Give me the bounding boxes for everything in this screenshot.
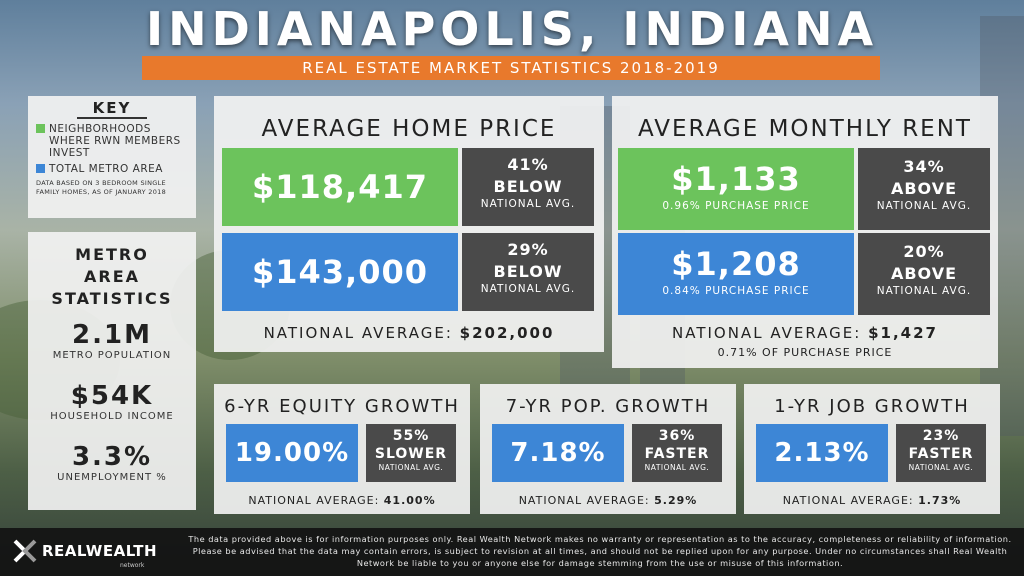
home-price-metro-compare: 29% BELOW NATIONAL AVG.	[462, 233, 594, 311]
equity-growth-value: 19.00%	[234, 438, 350, 468]
metro-stats-title: METRO AREA STATISTICS	[51, 245, 173, 308]
compare-percent: 41%	[507, 155, 549, 174]
household-income-value: $54K	[70, 381, 154, 411]
page-title: INDIANAPOLIS, INDIANA	[145, 2, 879, 56]
rent-rwn-compare: 34% ABOVE NATIONAL AVG.	[858, 148, 990, 230]
home-price-national-average: NATIONAL AVERAGE: $202,000	[214, 324, 604, 342]
pop-growth-title: 7-YR POP. GROWTH	[505, 396, 711, 417]
key-title: KEY	[77, 99, 147, 119]
pop-growth-value: 7.18%	[510, 438, 606, 468]
realwealth-logo-icon	[13, 539, 37, 563]
rent-rwn-box: $1,133 0.96% PURCHASE PRICE	[618, 148, 854, 230]
metro-population-value: 2.1M	[72, 320, 152, 350]
home-price-rwn-compare: 41% BELOW NATIONAL AVG.	[462, 148, 594, 226]
national-average-label: NATIONAL AVERAGE:	[518, 494, 650, 507]
key-item-metro: TOTAL METRO AREA	[36, 163, 188, 175]
compare-direction: FASTER	[908, 446, 974, 462]
home-price-metro-box: $143,000	[222, 233, 458, 311]
rent-rwn-value: $1,133	[671, 160, 801, 198]
home-price-title: AVERAGE HOME PRICE	[261, 116, 557, 142]
compare-reference: NATIONAL AVG.	[480, 283, 576, 295]
compare-direction: ABOVE	[890, 179, 958, 198]
compare-reference: NATIONAL AVG.	[908, 463, 974, 472]
blue-swatch	[36, 164, 45, 173]
compare-percent: 34%	[903, 157, 945, 176]
metro-stats-panel: METRO AREA STATISTICS 2.1M METRO POPULAT…	[28, 232, 196, 510]
national-average-value: $1,427	[868, 324, 938, 342]
disclaimer: The data provided above is for informati…	[188, 534, 1012, 568]
compare-direction: SLOWER	[374, 446, 448, 462]
green-swatch	[36, 124, 45, 133]
job-growth-panel: 1-YR JOB GROWTH 2.13% 23% FASTER NATIONA…	[744, 384, 1000, 514]
equity-growth-national-average: NATIONAL AVERAGE: 41.00%	[214, 494, 470, 507]
national-average-label: NATIONAL AVERAGE:	[782, 494, 914, 507]
pop-growth-value-box: 7.18%	[492, 424, 624, 482]
pop-growth-national-average: NATIONAL AVERAGE: 5.29%	[480, 494, 736, 507]
rent-metro-compare: 20% ABOVE NATIONAL AVG.	[858, 233, 990, 315]
key-panel: KEY NEIGHBORHOODS WHERE RWN MEMBERS INVE…	[28, 96, 196, 218]
rent-title: AVERAGE MONTHLY RENT	[638, 116, 972, 142]
home-price-panel: AVERAGE HOME PRICE $118,417 41% BELOW NA…	[214, 96, 604, 352]
rent-national-average: NATIONAL AVERAGE: $1,427	[612, 324, 998, 342]
national-average-value: $202,000	[459, 324, 555, 342]
compare-reference: NATIONAL AVG.	[378, 463, 444, 472]
job-growth-value-box: 2.13%	[756, 424, 888, 482]
compare-direction: ABOVE	[890, 264, 958, 283]
compare-percent: 29%	[507, 240, 549, 259]
footer: REALWEALTH network The data provided abo…	[0, 528, 1024, 576]
metro-population-label: METRO POPULATION	[52, 350, 172, 361]
unemployment-value: 3.3%	[71, 442, 153, 472]
compare-percent: 23%	[922, 428, 960, 444]
national-average-label: NATIONAL AVERAGE:	[672, 324, 862, 342]
job-growth-national-average: NATIONAL AVERAGE: 1.73%	[744, 494, 1000, 507]
equity-growth-value-box: 19.00%	[226, 424, 358, 482]
compare-direction: FASTER	[644, 446, 710, 462]
job-growth-value: 2.13%	[774, 438, 870, 468]
rent-metro-box: $1,208 0.84% PURCHASE PRICE	[618, 233, 854, 315]
compare-reference: NATIONAL AVG.	[876, 285, 972, 297]
national-average-label: NATIONAL AVERAGE:	[248, 494, 380, 507]
national-average-value: 5.29%	[654, 494, 698, 507]
key-item-neighborhoods: NEIGHBORHOODS WHERE RWN MEMBERS INVEST	[36, 123, 188, 159]
rent-metro-value: $1,208	[671, 245, 801, 283]
page-subtitle: REAL ESTATE MARKET STATISTICS 2018-2019	[142, 56, 880, 80]
equity-growth-panel: 6-YR EQUITY GROWTH 19.00% 55% SLOWER NAT…	[214, 384, 470, 514]
compare-percent: 36%	[658, 428, 696, 444]
rent-national-subtext: 0.71% OF PURCHASE PRICE	[717, 346, 893, 359]
key-note: DATA BASED ON 3 BEDROOM SINGLE FAMILY HO…	[36, 179, 167, 196]
pop-growth-panel: 7-YR POP. GROWTH 7.18% 36% FASTER NATION…	[480, 384, 736, 514]
compare-direction: BELOW	[493, 177, 563, 196]
key-item-label: NEIGHBORHOODS WHERE RWN MEMBERS INVEST	[49, 123, 181, 159]
compare-direction: BELOW	[493, 262, 563, 281]
home-price-rwn-box: $118,417	[222, 148, 458, 226]
home-price-rwn-value: $118,417	[251, 168, 428, 206]
home-price-metro-value: $143,000	[251, 253, 428, 291]
compare-reference: NATIONAL AVG.	[480, 198, 576, 210]
job-growth-title: 1-YR JOB GROWTH	[774, 396, 970, 417]
job-growth-compare: 23% FASTER NATIONAL AVG.	[896, 424, 986, 482]
logo-text: REALWEALTH	[42, 542, 158, 560]
compare-reference: NATIONAL AVG.	[876, 200, 972, 212]
household-income-label: HOUSEHOLD INCOME	[50, 411, 174, 422]
logo-subtext: network	[120, 562, 145, 569]
key-item-label: TOTAL METRO AREA	[49, 163, 163, 175]
equity-growth-compare: 55% SLOWER NATIONAL AVG.	[366, 424, 456, 482]
rent-metro-subtext: 0.84% PURCHASE PRICE	[662, 285, 810, 297]
compare-reference: NATIONAL AVG.	[644, 463, 710, 472]
compare-percent: 55%	[392, 428, 430, 444]
equity-growth-title: 6-YR EQUITY GROWTH	[224, 396, 460, 417]
rent-rwn-subtext: 0.96% PURCHASE PRICE	[662, 200, 810, 212]
national-average-label: NATIONAL AVERAGE:	[263, 324, 453, 342]
realwealth-logo: REALWEALTH	[12, 538, 157, 564]
national-average-value: 1.73%	[918, 494, 962, 507]
national-average-value: 41.00%	[383, 494, 436, 507]
unemployment-label: UNEMPLOYMENT %	[57, 472, 167, 483]
pop-growth-compare: 36% FASTER NATIONAL AVG.	[632, 424, 722, 482]
rent-panel: AVERAGE MONTHLY RENT $1,133 0.96% PURCHA…	[612, 96, 998, 368]
compare-percent: 20%	[903, 242, 945, 261]
